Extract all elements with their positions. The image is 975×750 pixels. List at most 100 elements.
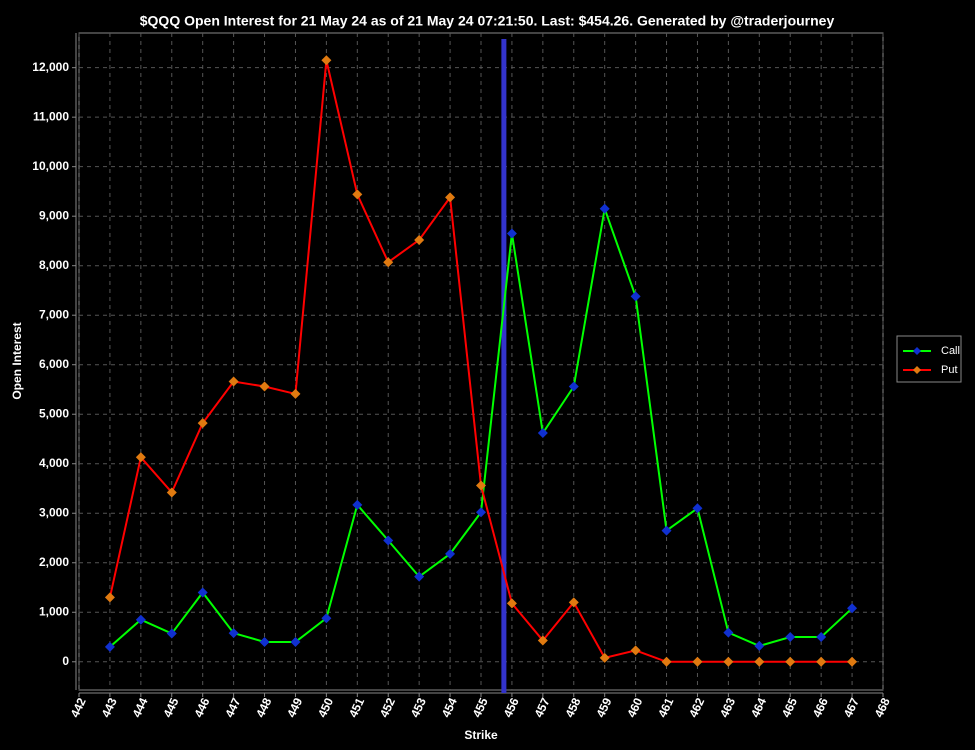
legend-label: Put (941, 364, 958, 376)
y-tick-label: 11,000 (33, 109, 69, 123)
y-tick-label: 1,000 (39, 604, 69, 618)
point (352, 499, 363, 510)
point (414, 571, 425, 582)
y-axis-label: Open Interest (10, 322, 24, 399)
point (692, 656, 703, 667)
point (445, 192, 456, 203)
point (847, 603, 858, 614)
y-tick-label: 4,000 (39, 456, 69, 470)
x-tick-label: 453 (408, 695, 429, 719)
point (723, 627, 734, 638)
point (383, 257, 394, 268)
x-tick-label: 451 (346, 695, 367, 719)
legend-box (896, 335, 962, 383)
x-tick-label: 462 (686, 695, 707, 719)
point (228, 628, 239, 639)
point (754, 640, 765, 651)
y-tick-label: 12,000 (32, 60, 69, 74)
point (321, 613, 332, 624)
point (599, 203, 610, 214)
y-tick-label: 5,000 (39, 406, 69, 420)
point (568, 381, 579, 392)
point (506, 598, 517, 609)
x-tick-label: 448 (253, 695, 274, 719)
legend-marker (913, 347, 921, 355)
point (383, 535, 394, 546)
point (414, 234, 425, 245)
point (228, 376, 239, 387)
x-axis-label: Strike (464, 728, 498, 742)
point (476, 507, 486, 518)
x-tick-label: 447 (222, 695, 243, 719)
x-tick-label: 450 (315, 695, 336, 719)
x-tick-label: 442 (68, 695, 89, 719)
y-tick-label: 9,000 (39, 208, 69, 222)
y-tick-label: 3,000 (39, 505, 69, 519)
x-tick-label: 457 (532, 695, 553, 719)
y-tick-label: 10,000 (32, 159, 69, 173)
point (630, 291, 641, 302)
y-tick-label: 8,000 (39, 258, 69, 272)
y-tick-label: 0 (62, 654, 69, 668)
x-tick-label: 461 (655, 695, 676, 719)
y-tick-label: 6,000 (39, 357, 69, 371)
point (104, 641, 115, 652)
point (816, 632, 827, 643)
point (476, 480, 486, 491)
point (197, 587, 208, 598)
x-tick-label: 466 (810, 695, 831, 719)
legend-label: Call (941, 345, 960, 357)
x-tick-label: 454 (439, 695, 460, 719)
point (723, 656, 734, 667)
point (135, 452, 146, 463)
x-tick-label: 464 (748, 695, 769, 719)
point (104, 592, 115, 603)
x-tick-label: 446 (191, 695, 212, 719)
point (166, 628, 177, 639)
point (816, 656, 827, 667)
legend-marker (913, 366, 921, 374)
x-tick-label: 452 (377, 695, 398, 719)
point (352, 189, 363, 200)
x-tick-label: 443 (99, 695, 120, 719)
point (259, 381, 270, 392)
point (692, 503, 703, 514)
point (290, 388, 301, 399)
x-tick-label: 455 (470, 695, 491, 719)
point (847, 656, 858, 667)
point (630, 645, 641, 656)
point (785, 632, 796, 643)
x-tick-label: 463 (717, 695, 738, 719)
point (568, 597, 579, 608)
point (259, 636, 270, 647)
x-tick-label: 460 (624, 695, 645, 719)
x-tick-label: 456 (501, 695, 522, 719)
point (537, 635, 548, 646)
point (599, 652, 610, 663)
point (537, 428, 548, 439)
point (197, 418, 208, 429)
x-tick-label: 459 (593, 695, 614, 719)
point (785, 656, 796, 667)
x-tick-label: 445 (160, 695, 181, 719)
x-tick-label: 458 (562, 695, 583, 719)
x-tick-label: 444 (130, 695, 151, 719)
y-tick-label: 7,000 (39, 307, 69, 321)
y-tick-label: 2,000 (39, 555, 69, 569)
point (661, 656, 672, 667)
chart-title: $QQQ Open Interest for 21 May 24 as of 2… (140, 13, 835, 29)
point (661, 525, 672, 536)
x-tick-label: 449 (284, 695, 305, 719)
x-tick-label: 465 (779, 695, 800, 719)
point (166, 487, 177, 498)
point (135, 614, 146, 625)
point (321, 55, 332, 66)
point (754, 656, 765, 667)
x-tick-label: 468 (872, 695, 893, 719)
point (445, 548, 456, 559)
x-tick-label: 467 (841, 695, 862, 719)
point (290, 636, 301, 647)
point (506, 228, 517, 239)
